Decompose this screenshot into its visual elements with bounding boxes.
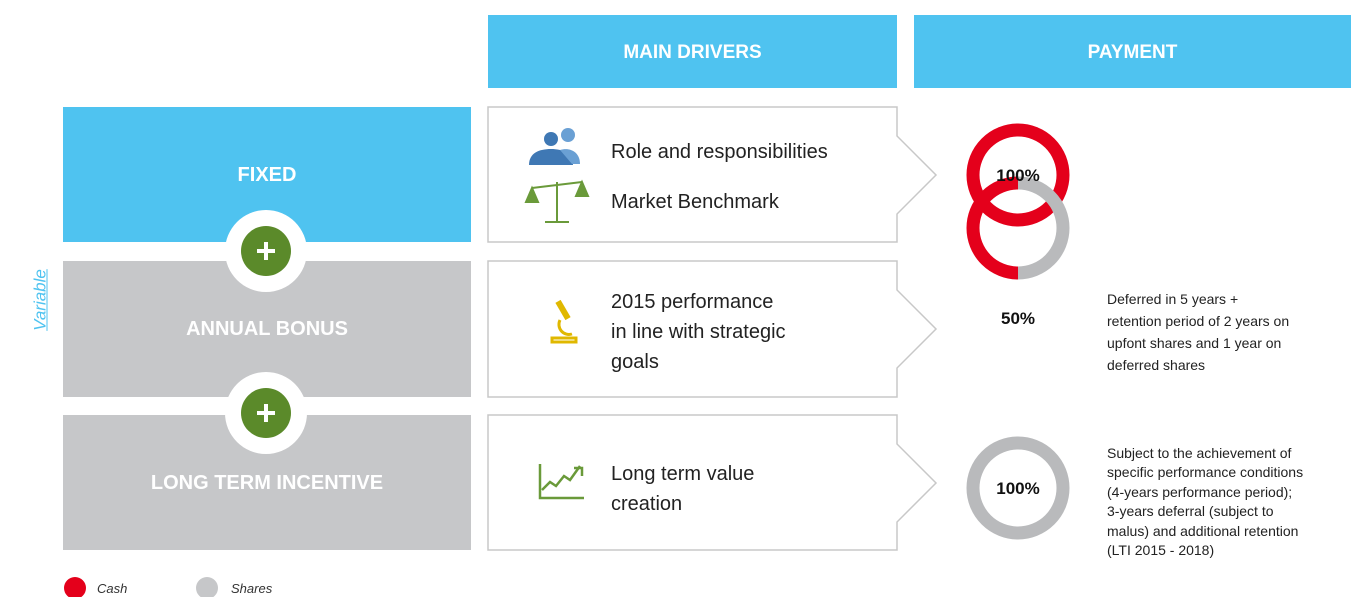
note-text: upfont shares and 1 year on (1107, 335, 1282, 351)
note-text: Deferred in 5 years + (1107, 291, 1239, 307)
driver-text: Role and responsibilities (611, 141, 828, 163)
note-text: (LTI 2015 - 2018) (1107, 542, 1215, 558)
header-box (914, 15, 1351, 88)
driver-text: creation (611, 493, 683, 515)
legend-label: Cash (97, 581, 128, 596)
payment-label: 100% (996, 479, 1040, 498)
note-text: specific performance conditions (1107, 464, 1304, 481)
growth-icon (538, 464, 584, 500)
driver-text: Long term value (611, 463, 755, 485)
payment-label: 50% (1000, 309, 1036, 328)
payment-donut (966, 176, 1070, 280)
legend-swatch (64, 577, 86, 597)
component-label: FIXED (237, 164, 297, 186)
header-box (488, 15, 897, 88)
component-label: LONG TERM INCENTIVE (150, 472, 384, 494)
payment-donut (966, 436, 1070, 540)
header: PAYMENT (1087, 42, 1178, 63)
note-text: Subject to the achievement of (1107, 445, 1292, 461)
note-text: retention period of 2 years on (1107, 313, 1290, 329)
note-text: (4-years performance period); (1107, 483, 1293, 500)
header: MAIN DRIVERS (623, 42, 762, 63)
driver-text: Market Benchmark (611, 191, 779, 213)
scale-icon (524, 179, 590, 223)
legend-label: Shares (231, 581, 273, 596)
note-text: malus) and additional retention (1107, 522, 1299, 539)
component-label: ANNUAL BONUS (186, 318, 348, 340)
microscope-icon (550, 299, 578, 344)
payment-donut (966, 123, 1070, 227)
note-text: deferred shares (1107, 357, 1206, 373)
driver-text: in line with strategic (611, 321, 786, 343)
driver-box (487, 106, 938, 243)
payment-label: 100% (996, 166, 1040, 185)
plus-icon (225, 210, 307, 292)
side-label: Variable (30, 269, 50, 331)
driver-box (487, 414, 938, 551)
driver-text: goals (611, 351, 659, 373)
plus-icon (225, 372, 307, 454)
driver-box (487, 260, 938, 398)
note-text: 3-years deferral (subject to (1107, 503, 1274, 520)
people-icon (529, 128, 580, 165)
legend-swatch (196, 577, 218, 597)
driver-text: 2015 performance (611, 291, 774, 313)
